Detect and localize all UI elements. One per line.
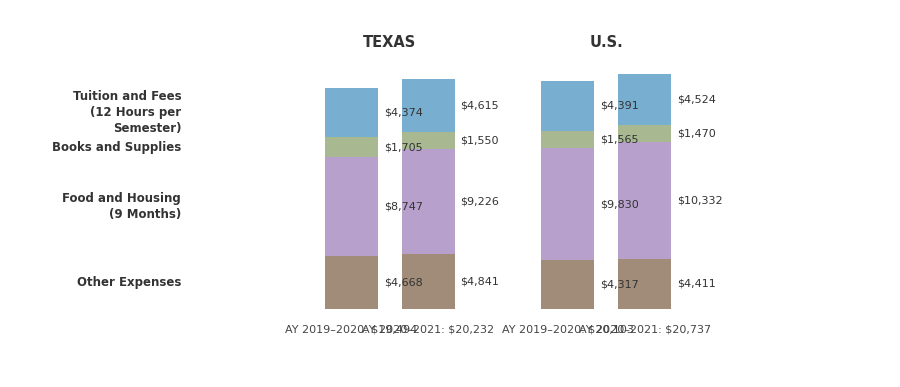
Bar [401,79,454,132]
Bar [542,148,594,260]
Text: $1,470: $1,470 [677,128,716,138]
Text: $1,550: $1,550 [461,135,499,146]
Text: $9,830: $9,830 [600,199,639,209]
Bar [542,81,594,131]
Bar [401,254,454,309]
Bar [542,131,594,148]
Bar [542,260,594,309]
Bar [618,142,671,259]
Text: AY 2020–2021: $20,737: AY 2020–2021: $20,737 [579,325,711,335]
Bar [618,259,671,309]
Text: $4,374: $4,374 [383,108,422,118]
Text: $4,317: $4,317 [600,279,639,289]
Text: U.S.: U.S. [590,35,623,50]
Text: AY 2019–2020: $20,103: AY 2019–2020: $20,103 [502,325,634,335]
Text: AY 2020–2021: $20,232: AY 2020–2021: $20,232 [363,325,494,335]
Bar [401,132,454,149]
Text: TEXAS: TEXAS [364,35,417,50]
Bar [325,88,378,137]
Text: Books and Supplies: Books and Supplies [52,140,181,154]
Text: $10,332: $10,332 [677,195,723,205]
Text: $4,411: $4,411 [677,279,716,289]
Text: $4,615: $4,615 [461,101,500,111]
Text: Food and Housing
(9 Months): Food and Housing (9 Months) [62,192,181,221]
Text: $4,391: $4,391 [600,101,639,111]
Text: $1,705: $1,705 [383,142,422,152]
Text: $8,747: $8,747 [383,201,423,211]
Text: $9,226: $9,226 [461,197,500,207]
Text: $1,565: $1,565 [600,135,638,144]
Bar [618,74,671,125]
Bar [618,125,671,142]
Bar [325,157,378,256]
Bar [401,149,454,254]
Text: Other Expenses: Other Expenses [76,276,181,289]
Bar [325,256,378,309]
Text: AY 2019–2020: $19,494: AY 2019–2020: $19,494 [285,325,418,335]
Text: $4,668: $4,668 [383,277,422,287]
Text: $4,524: $4,524 [677,94,716,104]
Bar [325,137,378,157]
Text: $4,841: $4,841 [461,276,500,286]
Text: Tuition and Fees
(12 Hours per
Semester): Tuition and Fees (12 Hours per Semester) [73,90,181,135]
